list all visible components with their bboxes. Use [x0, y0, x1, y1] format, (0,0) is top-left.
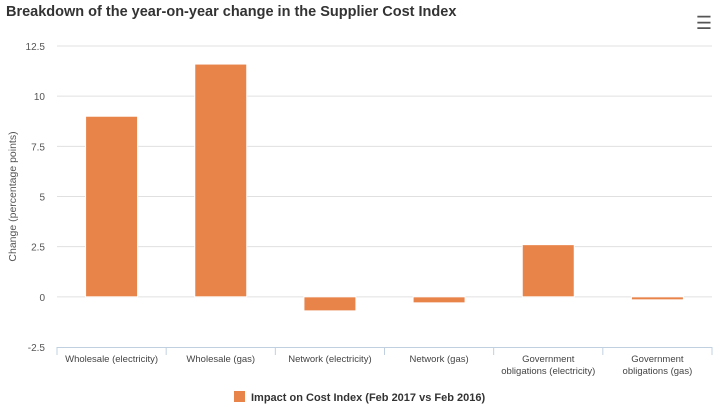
bar [630, 296, 684, 301]
x-tick-label: Wholesale (electricity) [65, 354, 158, 365]
bar [194, 63, 248, 298]
y-tick-label: 0 [39, 293, 45, 304]
x-tick-label: Network (electricity) [288, 354, 371, 365]
y-tick-label: 5 [39, 193, 45, 204]
legend-swatch [234, 391, 245, 402]
y-tick-label: 10 [34, 92, 46, 103]
x-tick-label: obligations (gas) [623, 366, 693, 377]
bar [412, 296, 466, 304]
x-tick-label: Network (gas) [410, 354, 469, 365]
y-tick-label: -2.5 [28, 343, 46, 354]
bar [521, 244, 575, 298]
bar [85, 115, 139, 298]
x-tick-label: obligations (electricity) [501, 366, 595, 377]
y-tick-label: 7.5 [31, 142, 45, 153]
x-tick-label: Government [522, 354, 575, 365]
bar [303, 296, 357, 312]
legend-label: Impact on Cost Index (Feb 2017 vs Feb 20… [251, 392, 485, 404]
y-tick-label: 12.5 [26, 42, 46, 53]
y-tick-label: 2.5 [31, 243, 45, 254]
chart-title: Breakdown of the year-on-year change in … [6, 4, 457, 20]
y-axis-title: Change (percentage points) [7, 131, 19, 261]
x-tick-label: Wholesale (gas) [186, 354, 255, 365]
x-tick-label: Government [631, 354, 684, 365]
hamburger-menu-icon[interactable]: ☰ [695, 13, 712, 33]
